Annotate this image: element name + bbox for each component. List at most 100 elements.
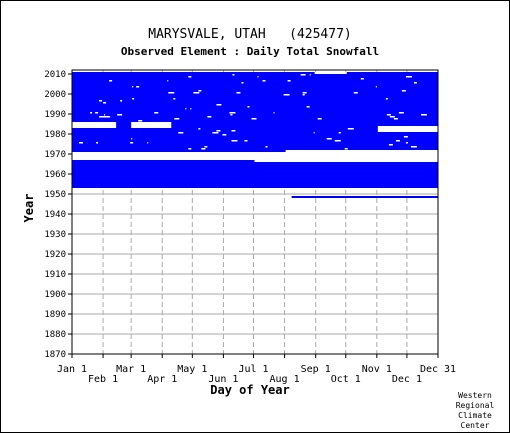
missing-day bbox=[136, 86, 140, 88]
missing-day bbox=[81, 124, 83, 126]
missing-day bbox=[117, 114, 123, 116]
missing-day bbox=[132, 98, 135, 100]
missing-day bbox=[265, 146, 268, 148]
y-tick-label: 1940 bbox=[44, 210, 66, 220]
missing-day bbox=[302, 94, 305, 96]
data-span bbox=[72, 160, 438, 188]
missing-day bbox=[326, 138, 332, 140]
missing-day bbox=[120, 100, 123, 102]
missing-day bbox=[398, 112, 404, 114]
missing-day bbox=[257, 76, 259, 78]
missing-day bbox=[251, 118, 257, 120]
missing-day bbox=[168, 92, 175, 94]
missing-day bbox=[99, 116, 106, 118]
y-tick-label: 1960 bbox=[44, 170, 66, 180]
y-tick-label: 1880 bbox=[44, 330, 66, 340]
missing-day bbox=[104, 116, 111, 118]
missing-day bbox=[167, 80, 169, 82]
missing-day bbox=[231, 140, 238, 142]
missing-day bbox=[393, 118, 398, 120]
x-tick-label-bottom: Feb 1 bbox=[88, 374, 118, 385]
data-span bbox=[72, 72, 438, 152]
missing-day bbox=[216, 104, 222, 106]
chart-subtitle: Observed Element : Daily Total Snowfall bbox=[121, 45, 379, 58]
missing-day bbox=[207, 116, 212, 118]
missing-day bbox=[405, 76, 412, 78]
missing-day bbox=[262, 80, 266, 82]
y-tick-label: 2000 bbox=[44, 90, 66, 100]
missing-day bbox=[344, 148, 348, 150]
missing-day bbox=[90, 112, 93, 114]
missing-day bbox=[232, 74, 235, 76]
y-tick-label: 1980 bbox=[44, 130, 66, 140]
missing-day bbox=[190, 108, 192, 110]
x-tick-label-top: Sep 1 bbox=[301, 364, 331, 375]
missing-day bbox=[99, 100, 103, 102]
missing-span bbox=[314, 72, 347, 74]
missing-day bbox=[174, 118, 180, 120]
x-tick-label-bottom: Oct 1 bbox=[331, 374, 361, 385]
missing-day bbox=[188, 76, 192, 78]
missing-span bbox=[285, 150, 438, 152]
missing-day bbox=[388, 144, 393, 146]
data-layer bbox=[72, 72, 438, 198]
missing-day bbox=[109, 80, 113, 82]
y-tick-label: 1930 bbox=[44, 230, 66, 240]
missing-day bbox=[201, 148, 206, 150]
missing-day bbox=[283, 94, 290, 96]
missing-span bbox=[131, 122, 172, 128]
missing-day bbox=[413, 82, 417, 84]
missing-day bbox=[403, 136, 408, 138]
missing-day bbox=[138, 120, 143, 122]
missing-day bbox=[302, 92, 307, 94]
missing-day bbox=[334, 140, 341, 142]
chart-title: MARYSVALE, UTAH (425477) bbox=[148, 27, 352, 42]
missing-day bbox=[317, 118, 322, 120]
credit-line-4: Center bbox=[461, 421, 490, 430]
missing-day bbox=[420, 114, 427, 116]
credit-line-1: Western bbox=[458, 391, 492, 400]
missing-day bbox=[103, 102, 107, 104]
missing-span bbox=[377, 126, 438, 132]
missing-day bbox=[213, 132, 219, 134]
x-tick-label-bottom: Apr 1 bbox=[147, 374, 177, 385]
y-tick-label: 1870 bbox=[44, 350, 66, 360]
missing-day bbox=[216, 130, 221, 132]
missing-day bbox=[193, 92, 200, 94]
missing-day bbox=[198, 128, 201, 130]
missing-day bbox=[353, 92, 358, 94]
missing-day bbox=[405, 142, 408, 144]
y-tick-label: 1920 bbox=[44, 250, 66, 260]
missing-day bbox=[188, 148, 192, 150]
missing-span bbox=[254, 160, 438, 162]
missing-day bbox=[79, 142, 84, 144]
y-tick-label: 1900 bbox=[44, 290, 66, 300]
y-tick-label: 1890 bbox=[44, 310, 66, 320]
missing-day bbox=[130, 142, 134, 144]
y-tick-label: 1990 bbox=[44, 110, 66, 120]
missing-day bbox=[241, 82, 244, 84]
missing-day bbox=[131, 138, 133, 140]
missing-day bbox=[244, 140, 248, 142]
y-tick-label: 2010 bbox=[44, 70, 66, 80]
x-tick-label-bottom: Aug 1 bbox=[270, 374, 300, 385]
missing-day bbox=[247, 106, 250, 108]
x-tick-label-top: Jan 1 bbox=[57, 364, 87, 375]
y-tick-label: 1970 bbox=[44, 150, 66, 160]
missing-day bbox=[155, 122, 161, 124]
missing-day bbox=[347, 128, 354, 130]
credit-line-2: Regional bbox=[456, 401, 495, 410]
missing-day bbox=[385, 98, 388, 100]
missing-day bbox=[185, 108, 187, 110]
missing-day bbox=[375, 86, 377, 88]
missing-day bbox=[154, 112, 159, 114]
y-tick-label: 1910 bbox=[44, 270, 66, 280]
y-axis-label: Year bbox=[22, 194, 36, 223]
plot-border bbox=[71, 69, 439, 355]
credit-line-3: Climate bbox=[458, 411, 492, 420]
x-tick-label-bottom: Jun 1 bbox=[208, 374, 238, 385]
x-tick-label-top: Jul 1 bbox=[238, 364, 268, 375]
x-axis-label: Day of Year bbox=[210, 383, 289, 397]
missing-day bbox=[173, 98, 176, 100]
